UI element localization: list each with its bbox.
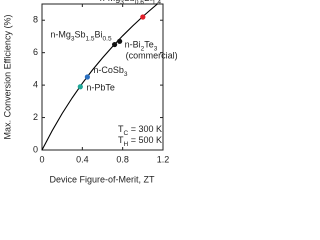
chart: Max. Conversion Efficiency (%) Device Fi… [2,0,178,184]
point-label: n-Bi2Te3 [125,40,158,53]
data-point [140,14,146,20]
data-point [84,74,90,80]
y-tick-label: 4 [33,79,38,89]
data-point [112,41,118,48]
y-tick-label: 8 [33,15,38,25]
point-label: n-CoSb3 [93,65,128,78]
annotation: TH = 500 K [118,135,162,148]
data-point [77,84,83,90]
point-note: (commercial) [126,51,178,61]
x-tick-label: 0.4 [76,154,89,164]
y-tick-label: 0 [33,144,38,154]
x-axis-label: Device Figure-of-Merit, ZT [49,174,155,184]
data-point [117,38,123,44]
y-axis-label: Max. Conversion Efficiency (%) [2,15,12,140]
annotation: TC = 300 K [118,124,162,137]
x-tick-label: 0.8 [116,154,129,164]
point-label: n-Mg3Sb1.5Bi0.5 [50,30,112,43]
x-tick-label: 0 [39,154,44,164]
point-label: n-Mg3Sb0.6Bi1.4 [100,0,162,6]
y-tick-label: 2 [33,112,38,122]
x-tick-label: 1.2 [157,154,170,164]
y-tick-label: 6 [33,47,38,57]
plot-frame [41,3,164,151]
point-label: n-PbTe [86,83,115,93]
